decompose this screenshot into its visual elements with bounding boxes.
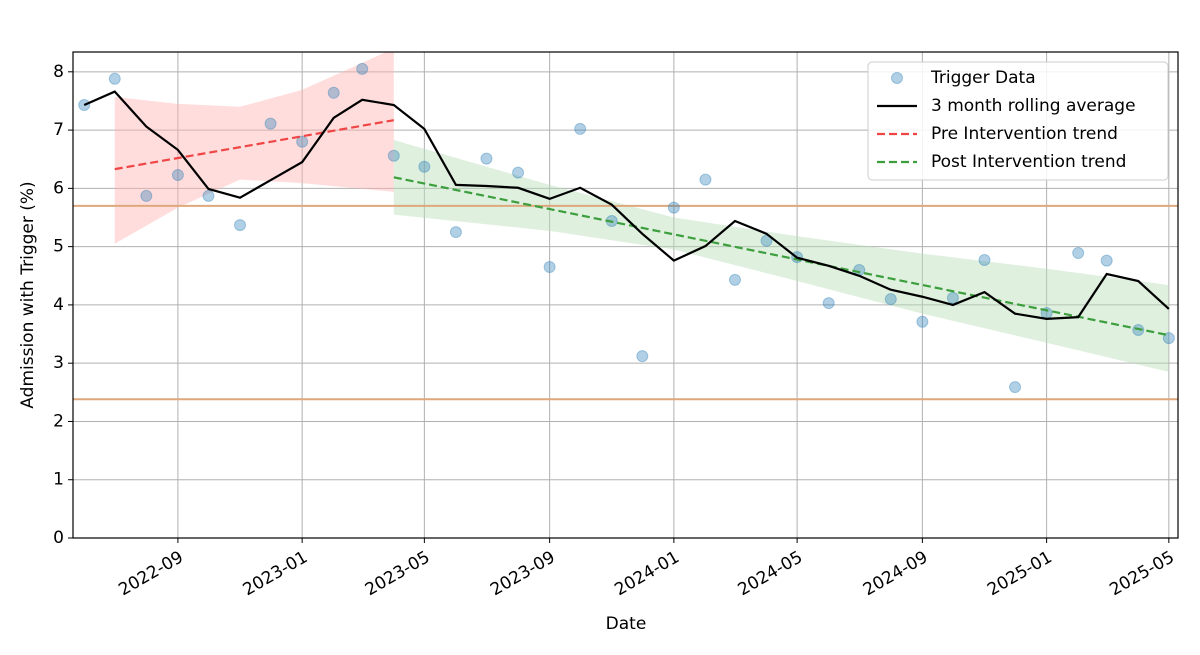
x-tick-label: 2024-01 — [611, 547, 683, 600]
data-point — [296, 135, 309, 148]
data-point — [480, 152, 493, 165]
data-point — [699, 173, 712, 186]
y-tick-label: 6 — [53, 178, 64, 198]
data-point — [512, 166, 525, 179]
legend-frame — [867, 61, 1169, 181]
data-point — [387, 149, 400, 162]
data-point — [1009, 381, 1022, 394]
y-axis-label: Admission with Trigger (%) — [18, 181, 38, 408]
data-point — [946, 291, 959, 304]
data-point — [171, 168, 184, 181]
y-tick-label: 1 — [53, 470, 64, 490]
data-point — [234, 219, 247, 232]
y-tick-label: 2 — [53, 411, 64, 431]
confidence-band — [393, 139, 1169, 372]
y-tick-label: 3 — [53, 353, 64, 373]
data-point — [884, 293, 897, 306]
data-point — [636, 350, 649, 363]
data-point — [202, 189, 215, 202]
x-tick-label: 2023-01 — [240, 547, 312, 600]
x-tick-label: 2024-09 — [860, 547, 932, 600]
y-tick-label: 7 — [53, 120, 64, 140]
y-tick-label: 8 — [53, 62, 64, 82]
x-tick-label: 2025-05 — [1106, 547, 1178, 600]
legend: Trigger Data 3 month rolling average Pre I… — [867, 61, 1169, 181]
data-point — [449, 226, 462, 239]
y-tick-label: 5 — [53, 237, 64, 257]
data-point — [916, 315, 929, 328]
data-point — [1072, 247, 1085, 260]
data-point — [264, 117, 277, 130]
y-tick-label: 4 — [53, 295, 64, 315]
x-tick-label: 2022-09 — [115, 547, 187, 600]
confidence-band — [114, 52, 394, 244]
x-tick-label: 2023-09 — [487, 547, 559, 600]
data-point — [728, 273, 741, 286]
axes-frame — [72, 51, 1179, 539]
legend-label: Post Intervention trend — [931, 152, 1126, 172]
data-line — [83, 90, 1170, 320]
data-point — [978, 254, 991, 267]
data-point — [760, 234, 773, 247]
data-point — [327, 86, 340, 99]
data-point — [356, 62, 369, 75]
data-point — [418, 160, 431, 173]
x-tick-label: 2025-01 — [984, 547, 1056, 600]
data-point — [574, 122, 587, 135]
y-tick-label: 0 — [53, 528, 64, 548]
data-point — [140, 189, 153, 202]
data-point — [822, 297, 835, 310]
data-point — [1100, 254, 1113, 267]
x-tick-label: 2023-05 — [362, 547, 434, 600]
x-tick-label: 2024-05 — [735, 547, 807, 600]
data-point — [1162, 332, 1175, 345]
legend-label: Trigger Data — [930, 68, 1036, 88]
data-point — [108, 72, 121, 85]
data-point — [543, 261, 556, 274]
plot-area — [73, 52, 1178, 538]
x-axis-label: Date — [606, 614, 647, 634]
legend-marker — [891, 72, 903, 84]
data-point — [667, 201, 680, 214]
legend-label: 3 month rolling average — [931, 96, 1136, 116]
legend-label: Pre Intervention trend — [931, 124, 1118, 144]
